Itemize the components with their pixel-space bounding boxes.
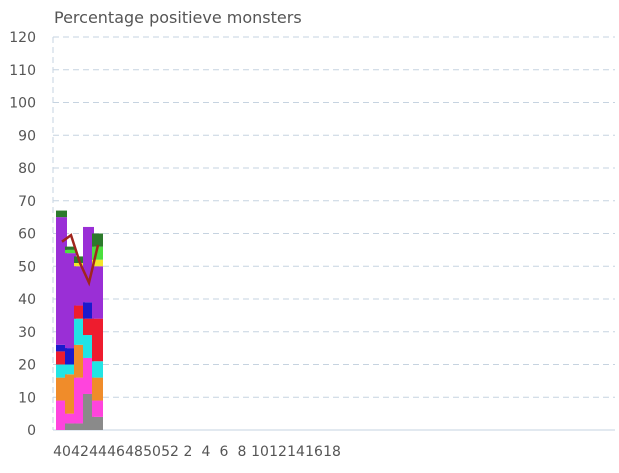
x-tick-label: 4 bbox=[202, 444, 211, 460]
bar-segment bbox=[83, 393, 94, 430]
bar-segment bbox=[92, 246, 103, 260]
bar-segment bbox=[92, 233, 103, 247]
x-tick-label: 14 bbox=[287, 444, 305, 460]
bar-segment bbox=[65, 249, 76, 254]
x-tick-label: 52 bbox=[161, 444, 179, 460]
bar-segment bbox=[74, 377, 85, 424]
bar-segment bbox=[74, 266, 85, 306]
stacked-bars bbox=[56, 210, 103, 430]
bar-segment bbox=[92, 266, 103, 319]
x-tick-label: 42 bbox=[71, 444, 89, 460]
bar-segment bbox=[83, 318, 94, 336]
y-tick-label: 10 bbox=[18, 390, 36, 406]
x-tick-label: 16 bbox=[305, 444, 323, 460]
x-tick-label: 6 bbox=[220, 444, 229, 460]
bar-segment bbox=[74, 318, 85, 345]
x-tick-label: 48 bbox=[125, 444, 143, 460]
bar-segment bbox=[83, 226, 94, 303]
chart-title: Percentage positieve monsters bbox=[54, 8, 302, 27]
bar-segment bbox=[65, 364, 76, 375]
bar-segment bbox=[65, 413, 76, 424]
y-tick-label: 80 bbox=[18, 161, 36, 177]
bar-segment bbox=[56, 364, 67, 378]
x-tick-label: 18 bbox=[323, 444, 341, 460]
y-tick-label: 70 bbox=[18, 194, 36, 210]
bar-segment bbox=[65, 423, 76, 430]
bar-segment bbox=[65, 348, 76, 365]
x-tick-label: 40 bbox=[53, 444, 71, 460]
bar-segment bbox=[74, 423, 85, 430]
y-tick-label: 30 bbox=[18, 325, 36, 341]
bar-segment bbox=[92, 416, 103, 430]
trend-line-group bbox=[61, 233, 100, 287]
y-tick-label: 50 bbox=[18, 259, 36, 275]
x-tick-label: 12 bbox=[269, 444, 287, 460]
bar-segment bbox=[83, 302, 94, 319]
y-tick-label: 40 bbox=[18, 292, 36, 308]
bar-segment bbox=[65, 246, 76, 250]
x-tick-label: 46 bbox=[107, 444, 125, 460]
bar-segment bbox=[92, 361, 103, 378]
x-axis-ticks: 40 42 44 46 48 50 52 2 4 6 8 10 12 14 16 18 bbox=[53, 444, 341, 460]
y-tick-label: 60 bbox=[18, 227, 36, 243]
bar-segment bbox=[65, 253, 76, 349]
y-axis-ticks: 0 10 20 30 40 50 60 70 80 90 100 110 120 bbox=[9, 30, 36, 439]
bar-segment bbox=[65, 374, 76, 414]
gridlines bbox=[52, 36, 615, 431]
bar-segment bbox=[92, 377, 103, 401]
x-tick-label: 8 bbox=[238, 444, 247, 460]
bar-segment bbox=[92, 400, 103, 417]
y-tick-label: 120 bbox=[9, 30, 36, 46]
y-tick-label: 90 bbox=[18, 128, 36, 144]
bar-segment bbox=[92, 259, 103, 267]
bar-segment bbox=[74, 344, 85, 378]
y-tick-label: 100 bbox=[9, 96, 36, 112]
bar-segment bbox=[83, 335, 94, 358]
x-tick-label: 2 bbox=[184, 444, 193, 460]
x-tick-label: 50 bbox=[143, 444, 161, 460]
y-tick-label: 20 bbox=[18, 358, 36, 374]
bar-segment bbox=[74, 305, 85, 319]
y-tick-label: 0 bbox=[27, 423, 36, 439]
trend-line bbox=[61, 233, 100, 287]
y-tick-label: 110 bbox=[9, 63, 36, 79]
x-tick-label: 44 bbox=[89, 444, 107, 460]
bar-segment bbox=[56, 217, 67, 345]
bar-segment bbox=[56, 400, 67, 430]
bar-segment bbox=[56, 210, 67, 218]
bar-segment bbox=[56, 344, 67, 352]
bar-segment bbox=[83, 357, 94, 394]
bar-segment bbox=[92, 318, 103, 362]
bar-segment bbox=[56, 351, 67, 365]
bar-segment bbox=[56, 377, 67, 401]
x-tick-label: 10 bbox=[251, 444, 269, 460]
